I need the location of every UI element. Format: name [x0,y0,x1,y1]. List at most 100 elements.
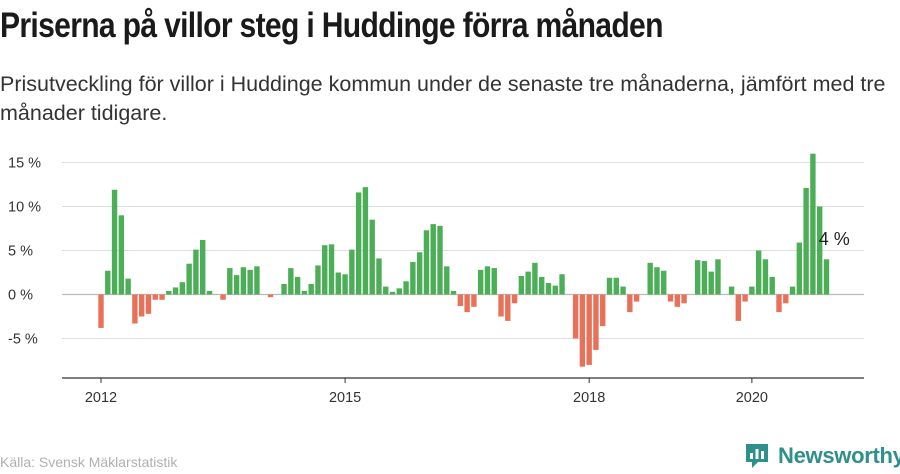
bar [254,266,260,295]
bar [138,294,145,317]
bar [715,259,721,295]
bar [193,249,199,295]
bar [437,225,443,295]
bar [172,287,179,295]
bar [227,268,233,295]
bar [376,258,382,295]
bar [708,271,714,295]
bar [444,266,450,295]
bar [572,294,579,339]
bar [613,277,619,295]
bar [396,288,403,295]
bar [98,294,104,328]
bar [335,272,341,295]
bar [389,291,396,295]
x-tick-label: 2015 [329,390,361,406]
bar [403,281,409,295]
bar [159,294,165,300]
bar [783,294,789,304]
bar [518,276,525,295]
x-tick-label: 2020 [736,390,768,406]
bar [186,263,192,295]
brand-name: Newsworthy [778,443,900,468]
x-tick-label: 2012 [85,390,117,406]
bar [735,294,742,321]
bar [410,261,416,295]
newsworthy-logo-icon [746,444,768,468]
bar [349,249,355,295]
bar [322,245,328,295]
bar [647,262,653,295]
axes: 15 % 10 % 5 % 0 % -5 % 2012 2015 2018 2020 4 % [8,156,864,406]
bar [654,267,660,295]
bar [627,294,633,313]
bar [240,267,247,295]
bar [118,215,125,295]
bar [464,294,470,313]
bar [362,187,369,295]
bar [532,262,538,295]
bar [552,285,558,295]
bar-series [98,153,830,367]
y-tick-label: 10 % [8,200,41,216]
bar [206,290,213,295]
bar [477,269,484,295]
bar [491,268,497,295]
bar [505,294,511,321]
bar [511,294,518,304]
bar [749,286,755,295]
x-tick-label: 2018 [573,390,605,406]
bar [681,294,687,304]
bar [166,290,172,295]
bar [288,268,294,295]
chart-subtitle: Prisutveckling för villor i Huddinge kom… [0,72,886,125]
bar [132,294,138,324]
bar [816,206,823,295]
bar [796,242,803,295]
bar [810,153,816,295]
bar [776,294,782,313]
bar [301,290,308,295]
bar [525,271,531,295]
source-note: Källa: Svensk Mäklarstatistik [0,454,178,470]
bar [423,230,430,295]
bar [789,286,796,295]
bar [281,283,287,295]
bar [620,286,626,295]
bar [111,189,118,295]
bar [125,278,131,295]
bar [267,294,274,298]
bar [674,294,680,307]
bar [762,259,769,295]
y-tick-label: 15 % [8,156,41,172]
bar [457,294,464,306]
bar [315,265,321,295]
bar [600,294,606,327]
bar [539,276,545,295]
bar [545,283,552,295]
bar [498,294,504,317]
bar [633,294,640,302]
bar [728,286,735,295]
y-tick-label: -5 % [8,332,38,348]
bar [450,290,457,295]
grid-lines [62,162,864,339]
bar [579,294,586,367]
bar [233,275,240,295]
bar [742,294,748,302]
bar [484,266,491,295]
bar [803,188,809,295]
bar [105,270,111,295]
bar [179,282,186,295]
bar [755,250,762,295]
bar [383,286,389,295]
latest-value-label: 4 % [819,229,850,249]
bar [701,261,708,295]
bar [606,277,613,295]
bar [152,294,158,300]
bar [769,276,775,295]
bar [220,294,226,300]
bar [342,274,348,295]
bar [559,274,565,295]
bar [145,294,152,314]
